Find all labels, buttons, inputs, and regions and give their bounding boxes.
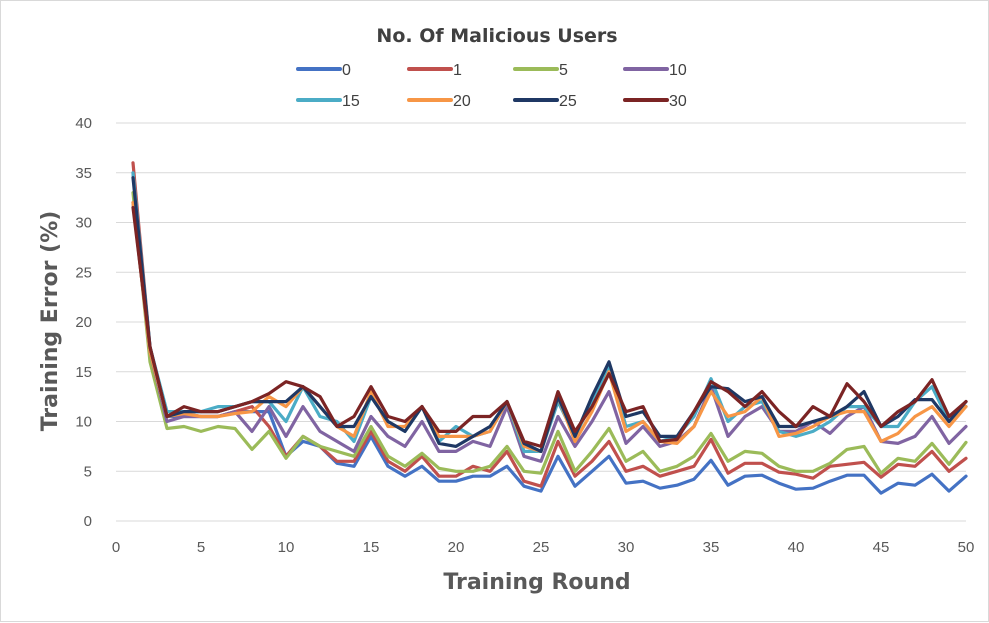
legend-label-10: 10 — [669, 62, 687, 79]
x-axis-title: Training Round — [443, 570, 630, 595]
legend-label-30: 30 — [669, 93, 687, 110]
legend-label-25: 25 — [559, 93, 577, 110]
y-tick-label: 35 — [75, 165, 92, 182]
y-axis-tick-labels: 0 5 10 15 20 25 30 35 40 — [75, 115, 92, 530]
x-tick-label: 45 — [873, 539, 890, 556]
y-tick-label: 0 — [84, 513, 92, 530]
y-tick-label: 25 — [75, 264, 92, 281]
x-tick-label: 50 — [958, 539, 975, 556]
x-tick-label: 15 — [363, 539, 380, 556]
legend-label-15: 15 — [342, 93, 360, 110]
legend-label-20: 20 — [453, 93, 471, 110]
y-axis-title: Training Error (%) — [38, 211, 63, 432]
x-tick-label: 5 — [197, 539, 205, 556]
series-line-5 — [131, 191, 968, 475]
chart-title: No. Of Malicious Users — [376, 25, 617, 47]
y-tick-label: 30 — [75, 215, 92, 232]
y-tick-label: 40 — [75, 115, 92, 132]
series-lines — [131, 161, 968, 495]
x-tick-label: 20 — [448, 539, 465, 556]
x-tick-label: 30 — [618, 539, 635, 556]
series-line-30 — [131, 206, 968, 448]
legend-label-0: 0 — [342, 62, 351, 79]
y-tick-label: 5 — [84, 463, 92, 480]
legend-label-1: 1 — [453, 62, 462, 79]
x-tick-label: 10 — [278, 539, 295, 556]
x-tick-label: 25 — [533, 539, 550, 556]
y-tick-label: 15 — [75, 364, 92, 381]
x-tick-label: 35 — [703, 539, 720, 556]
y-tick-label: 20 — [75, 314, 92, 331]
series-line-0 — [131, 171, 968, 495]
series-line-10 — [131, 201, 968, 463]
x-tick-label: 0 — [112, 539, 120, 556]
y-tick-label: 10 — [75, 414, 92, 431]
x-axis-tick-labels: 0 5 10 15 20 25 30 35 40 45 50 — [112, 539, 975, 556]
series-line-1 — [131, 161, 968, 488]
legend-label-5: 5 — [559, 62, 568, 79]
x-tick-label: 40 — [788, 539, 805, 556]
